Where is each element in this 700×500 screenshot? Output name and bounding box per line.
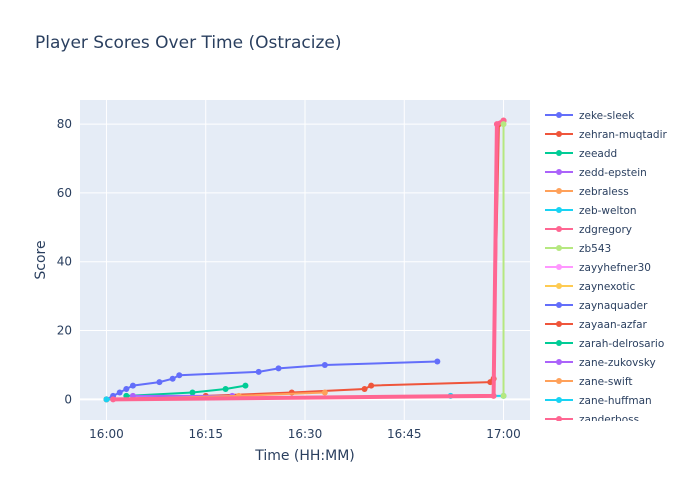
legend-item[interactable]: zeke-sleek: [545, 110, 635, 122]
legend-item[interactable]: zeb-welton: [545, 205, 637, 217]
series-layer: [103, 117, 507, 403]
x-tick-label: 16:30: [288, 427, 323, 441]
legend-marker: [556, 150, 562, 156]
legend[interactable]: zeke-sleek zehran-muqtadir zeeadd zedd-epst…: [535, 100, 700, 441]
legend-item[interactable]: zdgregory: [545, 224, 632, 236]
legend-label: zayaan-azfar: [579, 319, 648, 331]
legend-item[interactable]: zarah-delrosario: [545, 338, 664, 350]
series-zeke-sleek: [103, 358, 441, 403]
legend-marker: [556, 245, 562, 251]
chart-title: Player Scores Over Time (Ostracize): [35, 33, 342, 53]
legend-item[interactable]: zedd-epstein: [545, 167, 647, 179]
legend-marker: [556, 359, 562, 365]
data-point: [156, 379, 163, 386]
legend-item[interactable]: zane-huffman: [545, 395, 652, 407]
data-point: [500, 121, 507, 128]
legend-label: zedd-epstein: [579, 167, 647, 179]
legend-item[interactable]: zb543: [545, 243, 611, 255]
data-point: [368, 382, 375, 389]
data-point: [490, 392, 497, 399]
legend-marker: [556, 131, 562, 137]
legend-label: zane-swift: [579, 376, 632, 388]
data-point: [116, 389, 123, 396]
data-point: [176, 372, 183, 379]
data-point: [361, 386, 368, 393]
axis-layer: 0 20 40 60 80 16:00 16:15 16:30 16:45 17:00: [57, 117, 521, 441]
legend-item[interactable]: zane-swift: [545, 376, 632, 388]
y-tick-label: 60: [57, 186, 72, 200]
legend-item[interactable]: zayaan-azfar: [545, 319, 648, 331]
legend-label: zdgregory: [579, 224, 632, 236]
legend-item[interactable]: zebraless: [545, 186, 629, 198]
legend-marker: [556, 416, 562, 422]
legend-item[interactable]: zaynexotic: [545, 281, 635, 293]
legend-marker: [556, 112, 562, 118]
data-point: [169, 375, 176, 382]
data-point: [500, 392, 507, 399]
legend-marker: [556, 264, 562, 270]
legend-label: zaynaquader: [579, 300, 648, 312]
legend-marker: [556, 188, 562, 194]
data-point: [123, 386, 130, 393]
legend-marker: [556, 169, 562, 175]
y-tick-label: 40: [57, 255, 72, 269]
data-point: [275, 365, 282, 372]
data-point: [255, 368, 262, 375]
data-point: [434, 358, 441, 365]
legend-label: zeke-sleek: [579, 110, 635, 122]
data-point: [129, 382, 136, 389]
legend-label: zeeadd: [579, 148, 617, 160]
data-point: [103, 396, 110, 403]
legend-item[interactable]: zane-zukovsky: [545, 357, 656, 369]
legend-label: zarah-delrosario: [579, 338, 664, 350]
data-point: [222, 386, 229, 393]
legend-marker: [556, 340, 562, 346]
data-point: [321, 361, 328, 368]
y-tick-label: 20: [57, 324, 72, 338]
legend-item[interactable]: zayyhefner30: [545, 262, 651, 274]
legend-marker: [556, 321, 562, 327]
data-point: [189, 389, 196, 396]
x-tick-label: 16:45: [387, 427, 422, 441]
data-point: [110, 396, 117, 403]
legend-marker: [556, 207, 562, 213]
series-line: [126, 384, 246, 397]
y-axis-title: Score: [33, 240, 49, 279]
legend-marker: [556, 397, 562, 403]
legend-marker: [556, 226, 562, 232]
legend-label: zb543: [579, 243, 611, 255]
x-tick-label: 17:00: [486, 427, 521, 441]
legend-label: zane-huffman: [579, 395, 652, 407]
legend-label: zehran-muqtadir: [579, 129, 668, 141]
x-tick-label: 16:15: [188, 427, 223, 441]
legend-item[interactable]: zaynaquader: [545, 300, 648, 312]
series-zb543: [500, 121, 507, 399]
legend-marker: [556, 283, 562, 289]
legend-background: [535, 100, 700, 420]
legend-label: zebraless: [579, 186, 629, 198]
x-axis-title: Time (HH:MM): [254, 448, 355, 464]
legend-label: zayyhefner30: [579, 262, 651, 274]
legend-clip-mask: [535, 421, 700, 441]
series-line: [113, 118, 505, 402]
data-point: [493, 121, 500, 128]
y-tick-label: 80: [57, 117, 72, 131]
legend-marker: [556, 378, 562, 384]
legend-label: zaynexotic: [579, 281, 635, 293]
legend-item[interactable]: zeeadd: [545, 148, 617, 160]
legend-label: zane-zukovsky: [579, 357, 656, 369]
y-tick-label: 0: [64, 392, 72, 406]
legend-label: zeb-welton: [579, 205, 637, 217]
legend-item[interactable]: zehran-muqtadir: [545, 129, 668, 141]
data-point: [321, 389, 328, 396]
x-tick-label: 16:00: [89, 427, 124, 441]
data-point: [242, 382, 249, 389]
legend-marker: [556, 302, 562, 308]
